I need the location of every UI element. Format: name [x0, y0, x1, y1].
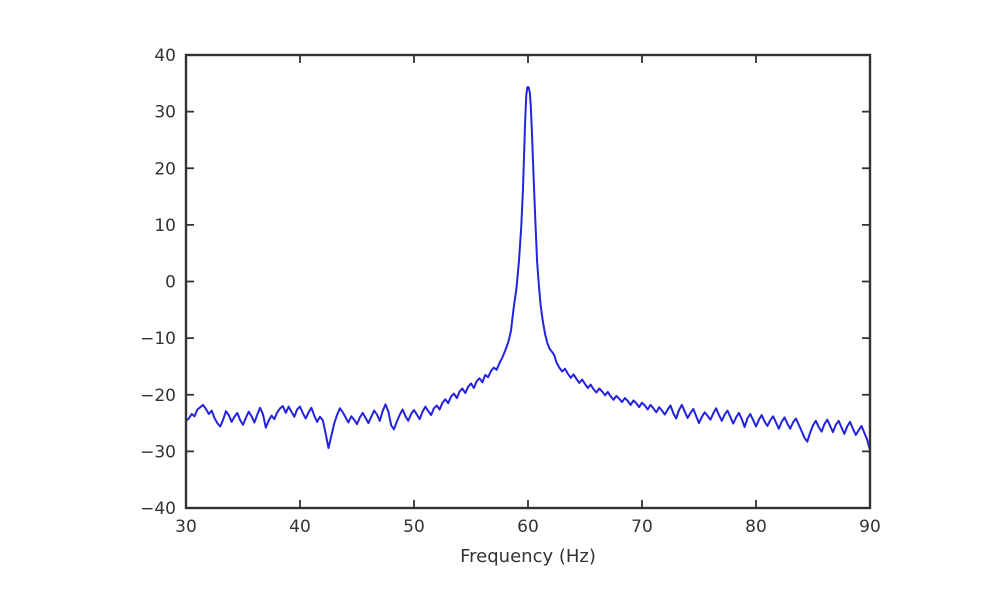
y-tick-label: 30	[154, 103, 176, 123]
x-tick-label: 70	[631, 517, 653, 537]
y-tick-label: −10	[140, 329, 176, 349]
y-tick-label: 20	[154, 159, 176, 179]
y-tick-label: 40	[154, 46, 176, 66]
x-axis-label: Frequency (Hz)	[460, 546, 596, 567]
y-tick-label: 10	[154, 216, 176, 236]
x-tick-label: 50	[403, 517, 425, 537]
x-tick-label: 30	[175, 517, 197, 537]
x-tick-label: 60	[517, 517, 539, 537]
spectrum-line	[185, 86, 871, 452]
y-tick-label: −40	[140, 499, 176, 519]
x-tick-label: 40	[289, 517, 311, 537]
x-tick-label: 90	[859, 517, 881, 537]
x-tick-label: 80	[745, 517, 767, 537]
y-tick-label: −20	[140, 386, 176, 406]
plot-frame	[184, 53, 872, 510]
y-tick-label: −30	[140, 442, 176, 462]
y-tick-label: 0	[165, 273, 176, 293]
